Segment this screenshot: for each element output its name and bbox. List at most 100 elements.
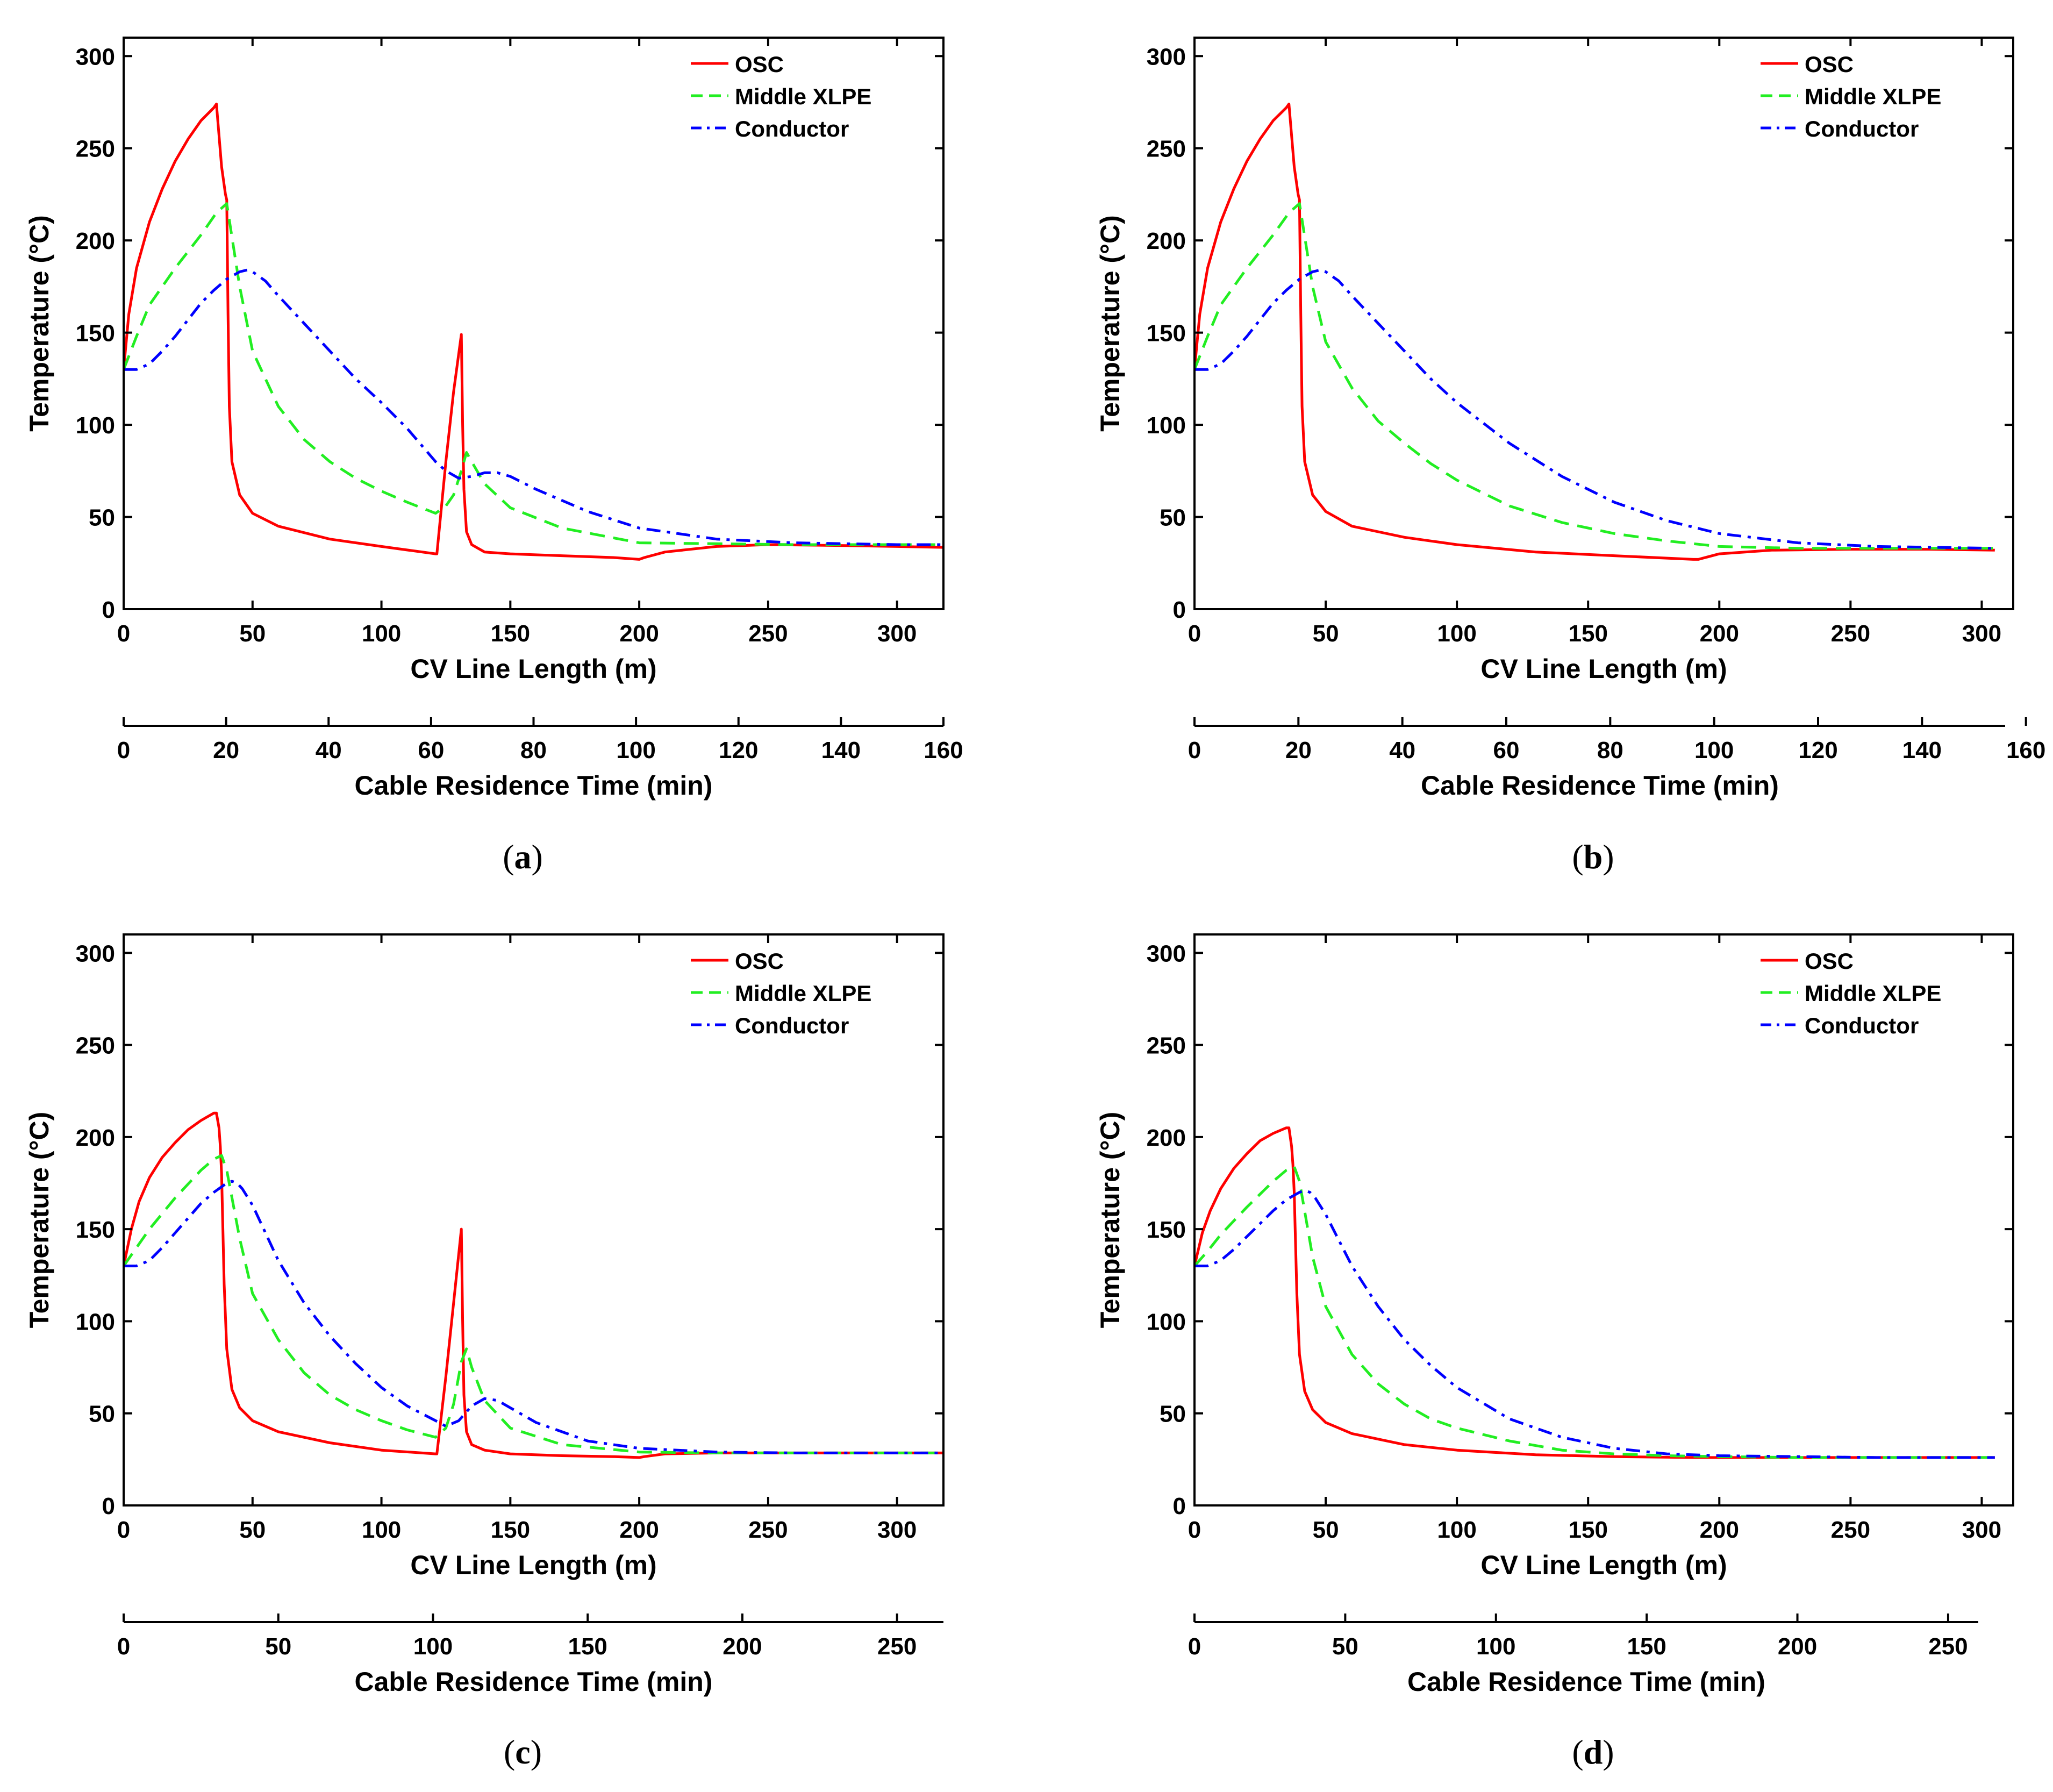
secondary-x-tick-label: 0 [1188, 1633, 1201, 1660]
secondary-x-tick-label: 40 [316, 737, 342, 763]
y-tick-label: 0 [102, 1493, 115, 1519]
secondary-x-tick-label: 40 [1389, 737, 1415, 763]
y-tick-label: 150 [76, 320, 115, 347]
secondary-x-tick-label: 50 [265, 1633, 291, 1660]
legend-entry: Conductor [1805, 116, 1919, 141]
x-axis-label: CV Line Length (m) [410, 1550, 656, 1580]
secondary-x-tick-label: 20 [1285, 737, 1312, 763]
y-tick-label: 250 [1147, 136, 1186, 162]
secondary-x-tick-label: 120 [1798, 737, 1837, 763]
y-tick-label: 300 [1147, 44, 1186, 70]
x-tick-label: 100 [1437, 1517, 1476, 1543]
secondary-x-tick-label: 20 [213, 737, 239, 763]
x-tick-label: 100 [362, 1517, 401, 1543]
x-axis-label: CV Line Length (m) [410, 654, 656, 684]
series-line-conductor [124, 268, 943, 546]
secondary-x-axis-label: Cable Residence Time (min) [355, 1667, 713, 1697]
secondary-x-axis-label: Cable Residence Time (min) [1407, 1667, 1765, 1697]
y-axis-label: Temperature (°C) [1095, 1112, 1125, 1328]
secondary-x-tick-label: 60 [418, 737, 444, 763]
secondary-x-tick-label: 80 [520, 737, 547, 763]
legend-entry: Middle XLPE [735, 981, 871, 1006]
secondary-x-tick-label: 250 [877, 1633, 917, 1660]
secondary-x-tick-label: 100 [1694, 737, 1734, 763]
secondary-x-tick-label: 100 [616, 737, 655, 763]
chart-panel-d: 0 50 100 150 200 250 300 0 50 100 150 200 250 300 CV L… [1095, 933, 2014, 1771]
y-tick-label: 50 [89, 1401, 115, 1427]
x-tick-label: 250 [1831, 620, 1870, 647]
x-tick-label: 250 [748, 1517, 788, 1543]
series-line-middle-xlpe [1194, 202, 1995, 550]
y-tick-label: 100 [1147, 1309, 1186, 1335]
y-axis-label: Temperature (°C) [1095, 215, 1125, 431]
y-tick-label: 0 [1173, 1493, 1186, 1519]
series-line-osc [124, 1111, 943, 1459]
y-tick-label: 100 [76, 412, 115, 439]
secondary-x-tick-label: 100 [1476, 1633, 1515, 1660]
secondary-x-tick-label: 140 [821, 737, 861, 763]
secondary-x-tick-label: 80 [1597, 737, 1623, 763]
plot-frame [123, 37, 945, 610]
y-tick-label: 50 [1160, 1401, 1186, 1427]
y-tick-label: 300 [1147, 940, 1186, 967]
y-tick-label: 200 [1147, 228, 1186, 254]
secondary-x-tick-label: 0 [1188, 737, 1201, 763]
y-tick-label: 150 [1147, 320, 1186, 347]
y-tick-label: 50 [89, 505, 115, 531]
series-line-conductor [124, 1180, 943, 1454]
y-tick-label: 200 [1147, 1125, 1186, 1151]
y-tick-label: 200 [76, 1125, 115, 1151]
secondary-x-tick-label: 150 [1627, 1633, 1666, 1660]
y-tick-label: 100 [76, 1309, 115, 1335]
y-tick-label: 150 [76, 1217, 115, 1243]
plot-frame [1193, 933, 2014, 1507]
secondary-x-tick-label: 160 [924, 737, 963, 763]
secondary-x-tick-label: 100 [413, 1633, 453, 1660]
legend-entry: OSC [735, 52, 784, 77]
y-axis-label: Temperature (°C) [24, 1112, 54, 1328]
panel-label: (c) [504, 1733, 542, 1771]
y-tick-label: 50 [1160, 505, 1186, 531]
x-tick-label: 0 [1188, 620, 1201, 647]
x-tick-label: 300 [877, 1517, 917, 1543]
x-tick-label: 300 [877, 620, 917, 647]
plot-frame [1193, 37, 2014, 610]
x-tick-label: 0 [1188, 1517, 1201, 1543]
series-line-conductor [1194, 268, 1995, 550]
y-tick-label: 0 [102, 597, 115, 623]
x-tick-label: 150 [1569, 620, 1608, 647]
x-tick-label: 50 [1313, 1517, 1339, 1543]
y-tick-label: 0 [1173, 597, 1186, 623]
secondary-x-tick-label: 140 [1902, 737, 1942, 763]
y-tick-label: 100 [1147, 412, 1186, 439]
legend-entry: Middle XLPE [1805, 981, 1941, 1006]
y-tick-label: 250 [1147, 1033, 1186, 1059]
series-line-middle-xlpe [1194, 1165, 1995, 1459]
secondary-x-tick-label: 160 [2006, 737, 2045, 763]
secondary-x-tick-label: 200 [1778, 1633, 1817, 1660]
secondary-x-tick-label: 0 [117, 737, 130, 763]
legend-entry: Conductor [735, 116, 849, 141]
y-tick-label: 250 [76, 136, 115, 162]
secondary-x-tick-label: 150 [568, 1633, 607, 1660]
x-tick-label: 100 [1437, 620, 1476, 647]
x-tick-label: 200 [1700, 620, 1739, 647]
secondary-x-tick-label: 60 [1493, 737, 1520, 763]
x-tick-label: 300 [1962, 620, 2001, 647]
secondary-x-tick-label: 250 [1928, 1633, 1968, 1660]
x-tick-label: 50 [239, 620, 266, 647]
y-axis-label: Temperature (°C) [24, 215, 54, 431]
x-tick-label: 200 [619, 1517, 659, 1543]
x-tick-label: 150 [491, 1517, 530, 1543]
panel-label: (b) [1572, 838, 1614, 876]
secondary-x-axis-label: Cable Residence Time (min) [355, 770, 713, 801]
x-tick-label: 0 [117, 620, 130, 647]
series-line-osc [124, 102, 943, 561]
x-tick-label: 150 [491, 620, 530, 647]
secondary-x-tick-label: 200 [723, 1633, 762, 1660]
x-tick-label: 200 [1700, 1517, 1739, 1543]
x-tick-label: 150 [1569, 1517, 1608, 1543]
